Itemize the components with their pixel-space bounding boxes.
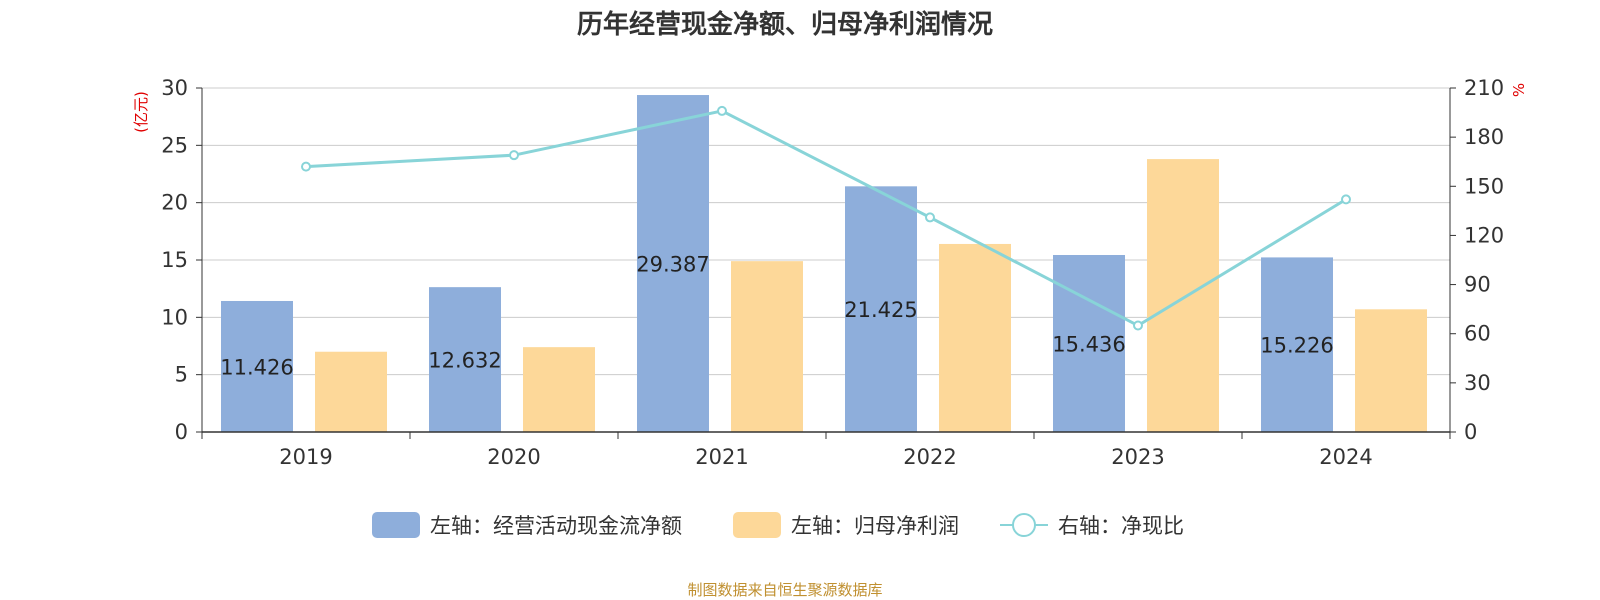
bar [845,186,917,432]
line-point [1341,194,1351,205]
legend-label: 左轴：经营活动现金流净额 [430,514,682,538]
left-axis-tick-label: 0 [175,420,188,444]
right-axis-tick-label: 120 [1464,223,1504,247]
bar [523,347,595,432]
series-line [305,109,1347,328]
legend-item: 左轴：归母净利润 [733,512,959,538]
legend-swatch-marker [1012,513,1036,537]
bar [637,95,709,433]
bar [315,351,387,432]
left-axis-tick-label: 10 [161,305,188,329]
x-axis-tick-label: 2022 [903,445,956,469]
x-axis-tick-label: 2023 [1111,445,1164,469]
line-layer [301,105,1351,331]
bar [221,300,293,432]
line-point [1133,320,1143,331]
bar-data-label: 15.436 [1052,333,1125,357]
left-axis-unit: (亿元) [132,91,150,133]
chart-title: 历年经营现金净额、归母净利润情况 [576,10,993,40]
legend-item: 右轴：净现比 [1000,513,1184,538]
x-axis-tick-label: 2020 [487,445,540,469]
legend-label: 右轴：净现比 [1058,514,1184,538]
right-axis-tick-label: 60 [1464,322,1491,346]
legend-item: 左轴：经营活动现金流净额 [372,512,682,538]
right-axis-tick-label: 30 [1464,371,1491,395]
right-axis-tick-label: 180 [1464,125,1504,149]
axis-layer: 0 5 10 15 20 25 30 0 30 60 90 120 150 180 210 (亿元)% 2019… [132,76,1528,469]
legend-swatch [733,512,781,538]
bar [1147,159,1219,433]
right-axis-tick-label: 0 [1464,420,1477,444]
bar [1355,309,1427,432]
right-axis-unit: % [1510,83,1528,97]
bar [1261,257,1333,432]
bar-data-label: 11.426 [220,355,293,379]
line-point [509,150,519,161]
right-axis-tick-label: 210 [1464,76,1504,100]
bar-data-label: 15.226 [1260,334,1333,358]
left-axis-tick-label: 25 [161,133,188,157]
source-footer: 制图数据来自恒生聚源数据库 [687,581,883,599]
bar-label-layer: 11.426 12.632 29.387 21.425 15.436 15.226 [220,253,1333,380]
legend-swatch [372,512,420,538]
line-point [301,161,311,172]
legend: 左轴：经营活动现金流净额 左轴：归母净利润 右轴：净现比 [372,512,1184,538]
left-axis-tick-label: 30 [161,76,188,100]
x-axis-tick-label: 2021 [695,445,748,469]
x-axis-tick-label: 2019 [279,445,332,469]
line-point [717,105,727,116]
bar-layer [221,95,1427,433]
bar-data-label: 29.387 [636,253,709,277]
left-axis-tick-label: 15 [161,248,188,272]
bar [731,261,803,432]
bar [939,243,1011,432]
left-axis-tick-label: 20 [161,191,188,215]
bar [1053,255,1125,432]
left-axis-tick-label: 5 [175,363,188,387]
grid-layer [202,87,1450,376]
right-axis-tick-label: 150 [1464,174,1504,198]
bar-data-label: 21.425 [844,298,917,322]
right-axis-tick-label: 90 [1464,273,1491,297]
bar-data-label: 12.632 [428,349,501,373]
legend-label: 左轴：归母净利润 [791,514,959,538]
x-axis-tick-label: 2024 [1319,445,1372,469]
line-point [925,212,935,223]
bar [429,287,501,432]
